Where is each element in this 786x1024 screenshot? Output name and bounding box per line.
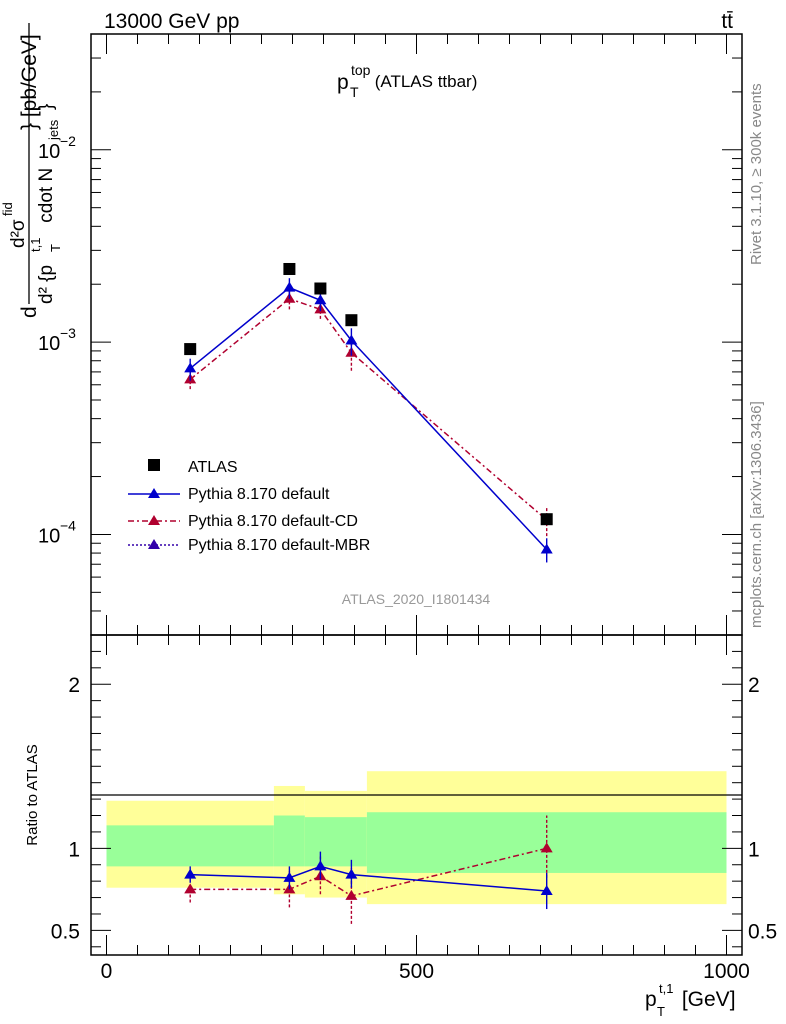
ratio-default-point-3 [345, 868, 358, 879]
legend-marker-cd [148, 515, 160, 525]
ratio-band-inner-0 [106, 825, 274, 867]
main-atlas-point-1 [283, 262, 296, 275]
ratio-y-tick-label-left-0: 0.5 [51, 920, 80, 943]
mcplots-label: mcplots.cern.ch [arXiv:1306.3436] [748, 401, 765, 628]
ratio-y-tick-label-right-1: 1 [748, 838, 760, 861]
main-atlas-point-2 [314, 282, 327, 295]
ratio-cd-point-4 [540, 842, 553, 853]
ratio-default-point-0 [184, 868, 197, 879]
title-p: p [337, 71, 349, 94]
legend-label-default: Pythia 8.170 default [188, 486, 330, 503]
main-panel: 10−210−310−4 p top T (ATLAS ttbar) d d²σ… [0, 23, 743, 636]
ylabel-denominator-tail-sub: jets [46, 119, 61, 141]
main-default-point-4 [540, 543, 553, 554]
main-atlas-point-0 [184, 343, 197, 356]
title-sup: top [351, 62, 371, 78]
ratio-cd-point-3 [345, 889, 358, 900]
ratio-y-tick-label-left-2: 2 [68, 674, 80, 697]
legend-label-cd: Pythia 8.170 default-CD [188, 513, 358, 530]
legend-label-mbr: Pythia 8.170 default-MBR [188, 537, 370, 554]
main-y-tick-label-1: 10 −3 [38, 325, 76, 355]
ratio-band-inner-1 [273, 815, 305, 867]
ylabel-denominator-sup: t,1 [28, 238, 43, 252]
ylabel-d: d [18, 306, 41, 318]
ratio-x-tick-labels: 0 500 1000 [101, 960, 750, 983]
ratio-y-axis-label: Ratio to ATLAS [24, 744, 41, 845]
main-y-tick-base: 10 [38, 333, 60, 355]
main-y-tick-exponent: −3 [60, 325, 76, 341]
xlabel-sub: T [657, 1004, 665, 1019]
x-tick-label-2: 1000 [703, 960, 750, 983]
main-default-point-3 [345, 334, 358, 345]
main-y-tick-base: 10 [38, 141, 60, 163]
legend-label-atlas: ATLAS [188, 459, 238, 476]
ratio-default-point-1 [283, 871, 296, 882]
ratio-series-layer [184, 815, 553, 924]
ylabel-numerator: d²σ [8, 219, 29, 248]
main-y-tick-label-2: 10 −4 [38, 517, 76, 547]
ylabel-denominator-sub: T [48, 244, 63, 252]
title-suffix: (ATLAS ttbar) [370, 72, 477, 91]
ratio-cd-line [190, 847, 547, 897]
x-tick-label-0: 0 [101, 960, 113, 983]
ratio-panel: 0.5 0.5 1 1 2 2 0 500 1000 Ratio to ATLAS p t,1… [24, 634, 777, 1019]
x-tick-label-1: 500 [399, 960, 434, 983]
rivet-label: Rivet 3.1.10, ≥ 300k events [748, 83, 765, 265]
main-default-point-1 [283, 281, 296, 292]
ylabel-denominator-close: } [36, 104, 57, 110]
x-axis-label: p t,1 T [GeV] [645, 981, 736, 1019]
main-series-layer [184, 262, 553, 563]
energy-label: 13000 GeV pp [104, 10, 239, 33]
ratio-ticks [91, 634, 742, 955]
main-y-tick-base: 10 [38, 525, 60, 547]
ratio-cd-point-0 [184, 883, 197, 894]
ratio-band-inner-2 [304, 817, 367, 867]
ratio-y-tick-label-right-0: 0.5 [748, 920, 777, 943]
ylabel-denominator-tail: cdot N [36, 168, 57, 228]
main-y-tick-exponent: −4 [60, 517, 76, 533]
title-sub: T [350, 84, 359, 100]
ratio-y-tick-label-left-1: 1 [68, 838, 80, 861]
legend-marker-default [148, 488, 160, 498]
main-default-point-0 [184, 362, 197, 373]
ratio-default-point-4 [540, 885, 553, 895]
legend-marker-mbr [148, 539, 160, 549]
ratio-default-point-2 [314, 860, 327, 871]
xlabel-p: p [645, 988, 657, 1011]
main-default-point-2 [314, 294, 327, 305]
ratio-bands-layer [106, 771, 727, 905]
main-atlas-point-4 [540, 513, 553, 526]
legend-marker-atlas [148, 459, 160, 471]
main-default-line [189, 286, 548, 551]
ratio-y-tick-label-right-2: 2 [748, 674, 760, 697]
ylabel-denominator: d² {p [36, 265, 57, 304]
analysis-watermark: ATLAS_2020_I1801434 [342, 591, 491, 607]
main-y-axis-label: d d²σ fid d² {p t,1 T cdot N jets } } [p… [0, 23, 63, 318]
xlabel-sup: t,1 [659, 981, 673, 996]
main-cd-line [189, 297, 548, 521]
main-ticks [91, 33, 742, 636]
ylabel-numerator-sup: fid [0, 202, 15, 216]
main-title: p top T (ATLAS ttbar) [337, 62, 477, 100]
legend: ATLAS Pythia 8.170 default Pythia 8.170 … [128, 459, 370, 554]
ratio-y-tick-labels: 0.5 0.5 1 1 2 2 [51, 674, 777, 943]
main-y-tick-labels: 10−210−310−4 [38, 133, 76, 548]
main-atlas-point-3 [345, 314, 358, 327]
xlabel-suffix: [GeV] [676, 988, 736, 1011]
process-label: tt̄ [721, 10, 733, 33]
main-y-tick-label-0: 10 −2 [38, 133, 76, 163]
ylabel-units: } [pb/GeV] [18, 34, 41, 130]
main-y-tick-exponent: −2 [60, 133, 76, 149]
